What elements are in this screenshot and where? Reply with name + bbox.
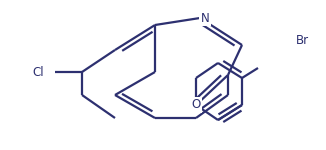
Text: N: N xyxy=(200,12,209,24)
Text: Cl: Cl xyxy=(32,66,44,78)
Text: Br: Br xyxy=(295,33,309,46)
Text: O: O xyxy=(191,99,200,111)
